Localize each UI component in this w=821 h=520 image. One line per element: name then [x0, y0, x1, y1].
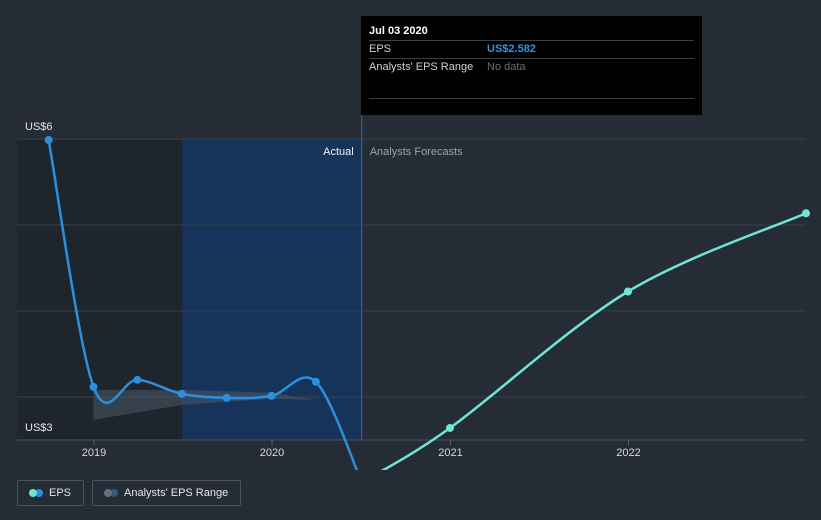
tooltip-eps-value: US$2.582 [487, 43, 536, 55]
x-tick-label-2022: 2022 [616, 447, 640, 459]
eps-point [222, 393, 231, 402]
tooltip-eps-label: EPS [369, 43, 392, 55]
actual-region-band [182, 139, 362, 440]
eps-point [89, 382, 98, 391]
eps-point [133, 375, 142, 384]
axis-labels: US$6 US$3 2019 2020 2021 2022 Actual Analysts F… [25, 121, 641, 459]
legend-eps-label: EPS [49, 487, 72, 499]
eps-forecast-point [624, 287, 632, 296]
x-tick-label-2019: 2019 [82, 447, 106, 459]
eps-forecast-line [380, 212, 807, 470]
eps-point [44, 136, 53, 145]
eps-range-legend-icon [104, 489, 119, 497]
eps-point [177, 389, 186, 398]
chart-legend: EPS Analysts' EPS Range [17, 480, 242, 506]
tooltip-range-label: Analysts' EPS Range [369, 61, 474, 73]
eps-forecast-point [446, 423, 454, 432]
forecast-region-label: Analysts Forecasts [370, 146, 463, 158]
x-tick-label-2020: 2020 [260, 447, 284, 459]
y-tick-label-top: US$6 [25, 121, 53, 133]
legend-item-eps-range[interactable]: Analysts' EPS Range [92, 480, 242, 506]
eps-legend-icon [29, 489, 43, 497]
eps-point [311, 377, 320, 386]
eps-point [267, 391, 276, 400]
tooltip-divider [369, 98, 694, 99]
eps-chart: US$6 US$3 2019 2020 2021 2022 Actual Analysts F… [17, 16, 810, 470]
eps-forecast-point [802, 209, 810, 218]
legend-eps-range-label: Analysts' EPS Range [124, 487, 229, 499]
eps-points [44, 136, 810, 432]
actual-region-label: Actual [323, 146, 354, 158]
y-tick-label-bottom: US$3 [25, 422, 53, 434]
tooltip-row-eps: EPS US$2.582 [369, 40, 694, 58]
tooltip-range-value: No data [487, 61, 526, 73]
tooltip-date: Jul 03 2020 [369, 25, 428, 37]
x-tick-label-2021: 2021 [438, 447, 462, 459]
hover-tooltip: Jul 03 2020 EPS US$2.582 Analysts' EPS R… [361, 16, 702, 115]
legend-item-eps[interactable]: EPS [17, 480, 85, 506]
chart-background [17, 16, 363, 440]
tooltip-row-range: Analysts' EPS Range No data [369, 58, 694, 76]
